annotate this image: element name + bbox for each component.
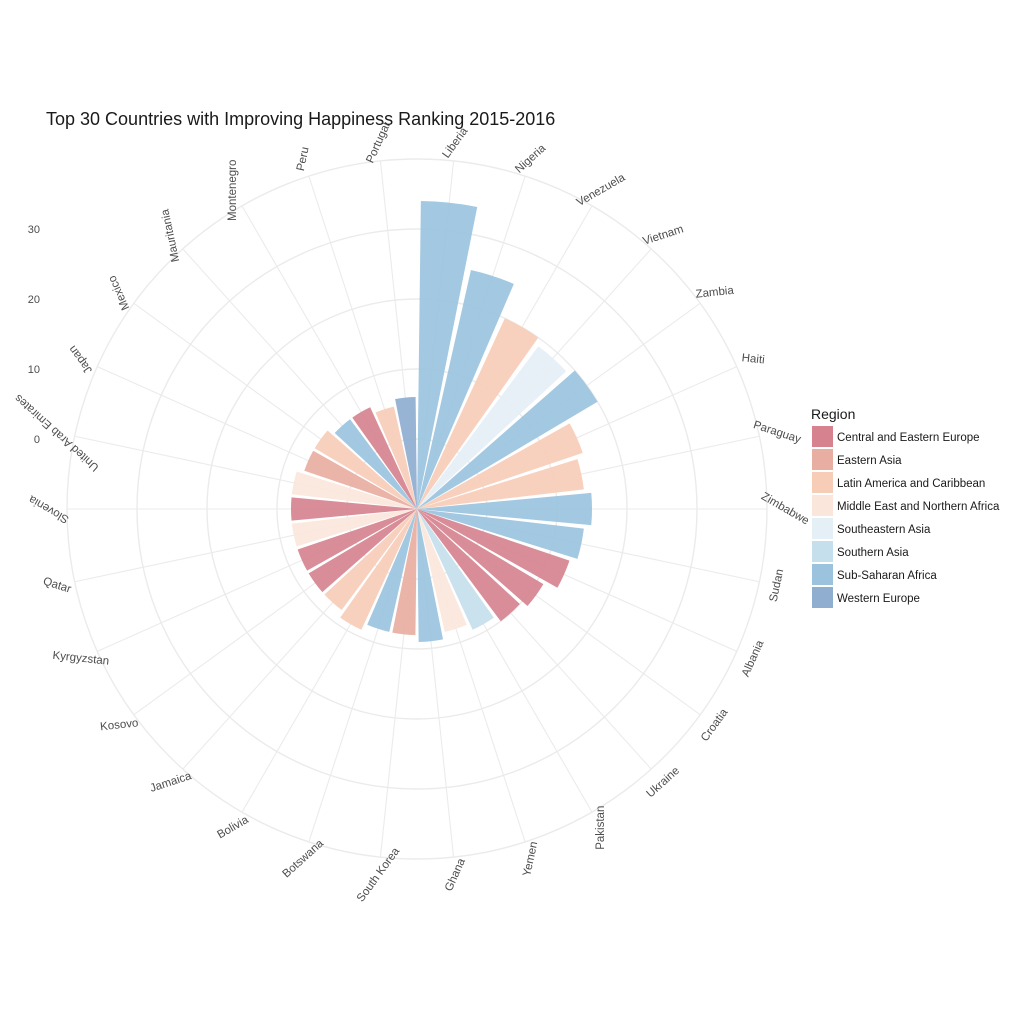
category-label: Haiti [741, 352, 765, 366]
category-label: Mexico [106, 274, 132, 312]
legend-label: Latin America and Caribbean [837, 478, 985, 490]
bar-south-korea [392, 509, 417, 635]
legend: Region Central and Eastern Europe Eastern… [811, 406, 1000, 608]
category-label: Mauritania [159, 207, 182, 263]
legend-title: Region [811, 406, 855, 422]
bar-jamaica [324, 509, 417, 610]
category-label: Albania [740, 638, 767, 678]
legend-label: Central and Eastern Europe [837, 432, 980, 444]
category-label: Croatia [699, 706, 731, 744]
bars [291, 201, 598, 642]
bar-zambia [417, 370, 598, 509]
legend-swatch [812, 587, 833, 608]
legend-swatch [812, 426, 833, 447]
bar-mexico [314, 430, 417, 509]
category-label: Kosovo [100, 717, 139, 733]
legend-label: Middle East and Northern Africa [837, 501, 1000, 513]
bar-zimbabwe [417, 492, 592, 526]
category-label: Zambia [695, 285, 735, 301]
bar-portugal [395, 397, 417, 509]
legend-swatch [812, 564, 833, 585]
category-label: Botswana [281, 837, 327, 880]
bar-sudan [417, 509, 584, 559]
category-label: Montenegro [227, 160, 239, 221]
bar-peru [375, 406, 417, 509]
category-label: Vietnam [641, 223, 685, 247]
bar-vietnam [417, 346, 567, 509]
bar-kyrgyzstan [297, 509, 417, 571]
legend-label: Eastern Asia [837, 455, 902, 467]
chart-title: Top 30 Countries with Improving Happines… [46, 109, 555, 129]
category-label: Sudan [768, 568, 787, 603]
legend-label: Southeastern Asia [837, 524, 931, 536]
category-label: Bolivia [215, 814, 251, 842]
bar-mauritania [334, 419, 417, 509]
category-label: Qatar [41, 575, 72, 595]
category-label: Kyrgyzstan [52, 650, 110, 668]
bar-slovenia [291, 497, 417, 521]
legend-swatch [812, 541, 833, 562]
y-tick-label: 20 [28, 294, 40, 306]
bar-paraguay [417, 459, 584, 509]
category-label: Japan [67, 343, 95, 375]
legend-label: Western Europe [837, 593, 920, 605]
bar-liberia [417, 201, 478, 509]
category-label: Paraguay [752, 419, 803, 446]
bar-albania [417, 509, 570, 588]
legend-label: Southern Asia [837, 547, 909, 559]
category-label: Liberia [440, 125, 470, 160]
category-label: Slovenia [26, 492, 71, 525]
category-label: United Arab Emirates [12, 391, 101, 473]
category-label: Venezuela [575, 171, 628, 209]
bar-pakistan [417, 509, 494, 630]
bar-ghana [417, 509, 444, 642]
legend-swatch [812, 472, 833, 493]
y-tick-label: 10 [28, 364, 40, 376]
bar-ukraine [417, 509, 520, 622]
bar-kosovo [308, 509, 417, 593]
y-axis-ticks: 0 10 20 30 [28, 224, 40, 446]
category-label: Pakistan [595, 806, 607, 850]
legend-swatch [812, 518, 833, 539]
bar-qatar [291, 509, 417, 547]
bar-botswana [367, 509, 417, 632]
bar-venezuela [417, 318, 539, 509]
category-label: Nigeria [513, 142, 549, 176]
legend-label: Sub-Saharan Africa [837, 570, 937, 582]
bar-croatia [417, 509, 544, 606]
bar-united-arab-emirates [291, 471, 417, 509]
bar-montenegro [352, 407, 417, 509]
bar-nigeria [417, 270, 514, 509]
y-tick-label: 30 [28, 224, 40, 236]
y-tick-label: 0 [34, 434, 40, 446]
legend-swatch [812, 495, 833, 516]
bar-yemen [417, 509, 467, 632]
category-label: Peru [295, 146, 312, 172]
legend-swatch [812, 449, 833, 470]
bar-bolivia [340, 509, 417, 630]
category-label: Yemen [521, 840, 540, 877]
category-label: Ghana [443, 856, 468, 893]
bar-japan [304, 450, 417, 509]
category-label: Jamaica [149, 770, 194, 795]
bar-haiti [417, 423, 583, 509]
